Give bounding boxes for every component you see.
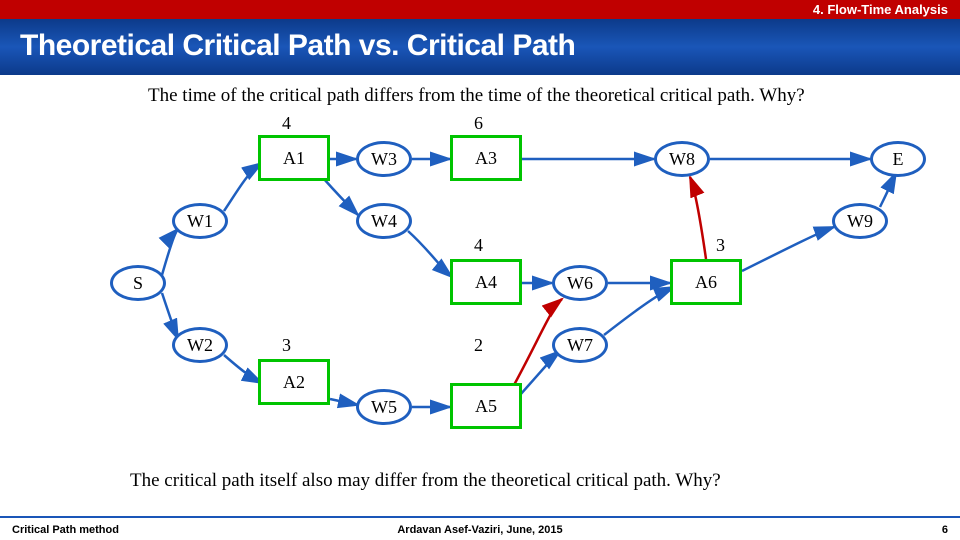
node-a4: A4 [450, 259, 522, 305]
node-w9: W9 [832, 203, 888, 239]
node-w1: W1 [172, 203, 228, 239]
slide-title: Theoretical Critical Path vs. Critical P… [0, 19, 960, 75]
node-a2: A2 [258, 359, 330, 405]
node-w6: W6 [552, 265, 608, 301]
node-a5: A5 [450, 383, 522, 429]
node-w3: W3 [356, 141, 412, 177]
intro-text: The time of the critical path differs fr… [0, 75, 960, 107]
node-w7: W7 [552, 327, 608, 363]
footer-right: 6 [942, 524, 948, 536]
footer-center: Ardavan Asef-Vaziri, June, 2015 [397, 524, 562, 536]
diagram-canvas: S E W1 W2 W3 W4 W5 W6 W7 W8 W9 A1 A2 A3 … [0, 107, 960, 467]
duration-a5: 2 [474, 335, 483, 356]
duration-a1: 4 [282, 113, 291, 134]
node-a1: A1 [258, 135, 330, 181]
conclude-text: The critical path itself also may differ… [130, 470, 721, 492]
footer: Critical Path method Ardavan Asef-Vaziri… [0, 516, 960, 540]
node-s: S [110, 265, 166, 301]
node-a3: A3 [450, 135, 522, 181]
node-w4: W4 [356, 203, 412, 239]
duration-a6: 3 [716, 235, 725, 256]
node-w2: W2 [172, 327, 228, 363]
node-w8: W8 [654, 141, 710, 177]
duration-a2: 3 [282, 335, 291, 356]
duration-a4: 4 [474, 235, 483, 256]
node-e: E [870, 141, 926, 177]
footer-left: Critical Path method [12, 524, 119, 536]
node-w5: W5 [356, 389, 412, 425]
node-a6: A6 [670, 259, 742, 305]
duration-a3: 6 [474, 113, 483, 134]
chapter-label: 4. Flow-Time Analysis [0, 0, 960, 19]
